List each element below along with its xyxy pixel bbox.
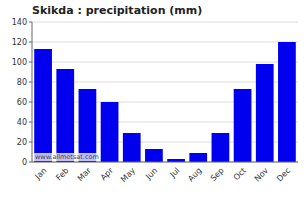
y-axis-line [32, 22, 33, 162]
chart-container: 0 20 40 60 80 100 120 140 Jan Feb Mar AprMay Jun Jul A… [0, 0, 306, 200]
watermark: www.allmetsat.com [34, 153, 100, 161]
y-tick-label: 100 [12, 58, 27, 67]
x-tick-label: Jan [33, 166, 49, 182]
x-tick-label: Mar [76, 166, 94, 184]
grid-line [32, 62, 298, 63]
bar [256, 64, 274, 162]
x-tick-label: Nov [253, 166, 271, 184]
x-tick-label: Oct [232, 166, 248, 182]
x-tick-label: Jun [143, 166, 159, 182]
title: Skikda : precipitation (mm) [32, 4, 202, 17]
y-tick-label: 40 [17, 118, 27, 127]
y-tick-label: 20 [17, 138, 27, 147]
x-tick-label: Jul [168, 166, 182, 180]
watermark-bg [34, 153, 100, 161]
bar [189, 153, 207, 162]
x-tick-label: Feb [54, 166, 70, 182]
x-axis: Jan Feb Mar AprMay Jun Jul Aug Sep Oct NovDec [33, 166, 293, 185]
x-tick-label: May [119, 166, 137, 184]
x-tick-label: Sep [209, 166, 226, 183]
bar [278, 42, 296, 162]
grid-line [32, 42, 298, 43]
bar [34, 49, 52, 162]
bars [34, 42, 296, 162]
bar [234, 89, 252, 162]
x-tick-label: Aug [186, 166, 203, 183]
y-tick-label: 120 [12, 38, 27, 47]
bar [212, 133, 230, 162]
y-tick-label: 0 [22, 158, 27, 167]
bar [101, 102, 119, 162]
bar [145, 149, 163, 162]
x-tick-label: Apr [99, 166, 116, 183]
bar [123, 133, 141, 162]
x-axis-line [32, 162, 298, 163]
y-axis: 0 20 40 60 80 100 120 140 [12, 18, 32, 167]
chart-svg: 0 20 40 60 80 100 120 140 Jan Feb Mar AprMay Jun Jul A… [0, 0, 306, 200]
x-tick-label: Dec [275, 166, 292, 183]
grid [32, 22, 298, 162]
y-tick-label: 140 [12, 18, 27, 27]
y-tick-label: 60 [17, 98, 27, 107]
y-tick-label: 80 [17, 78, 27, 87]
grid-line [32, 162, 298, 163]
bar [56, 69, 74, 162]
bar [79, 89, 97, 162]
annotation: www.allmetsat.com [35, 153, 99, 161]
grid-line [32, 22, 298, 23]
